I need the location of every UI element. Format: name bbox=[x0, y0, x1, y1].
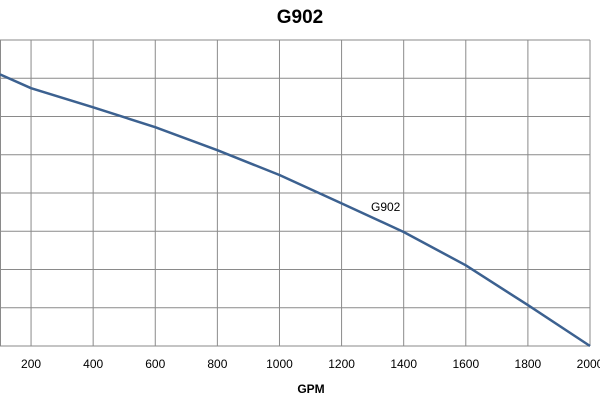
x-tick-label: 2000 bbox=[577, 357, 600, 371]
x-tick-label: 400 bbox=[83, 357, 103, 371]
chart-title: G902 bbox=[277, 7, 323, 28]
x-tick-label: 1400 bbox=[390, 357, 417, 371]
data-line bbox=[0, 73, 591, 348]
x-tick-label: 600 bbox=[145, 357, 165, 371]
x-tick-label: 1000 bbox=[266, 357, 293, 371]
x-tick-label: 800 bbox=[207, 357, 227, 371]
x-tick-label: 200 bbox=[21, 357, 41, 371]
x-tick-label: 1200 bbox=[328, 357, 355, 371]
series-label: G902 bbox=[371, 200, 401, 214]
x-tick-label: 1600 bbox=[452, 357, 479, 371]
x-axis-title: GPM bbox=[297, 382, 324, 396]
x-tick-label: 1800 bbox=[515, 357, 542, 371]
